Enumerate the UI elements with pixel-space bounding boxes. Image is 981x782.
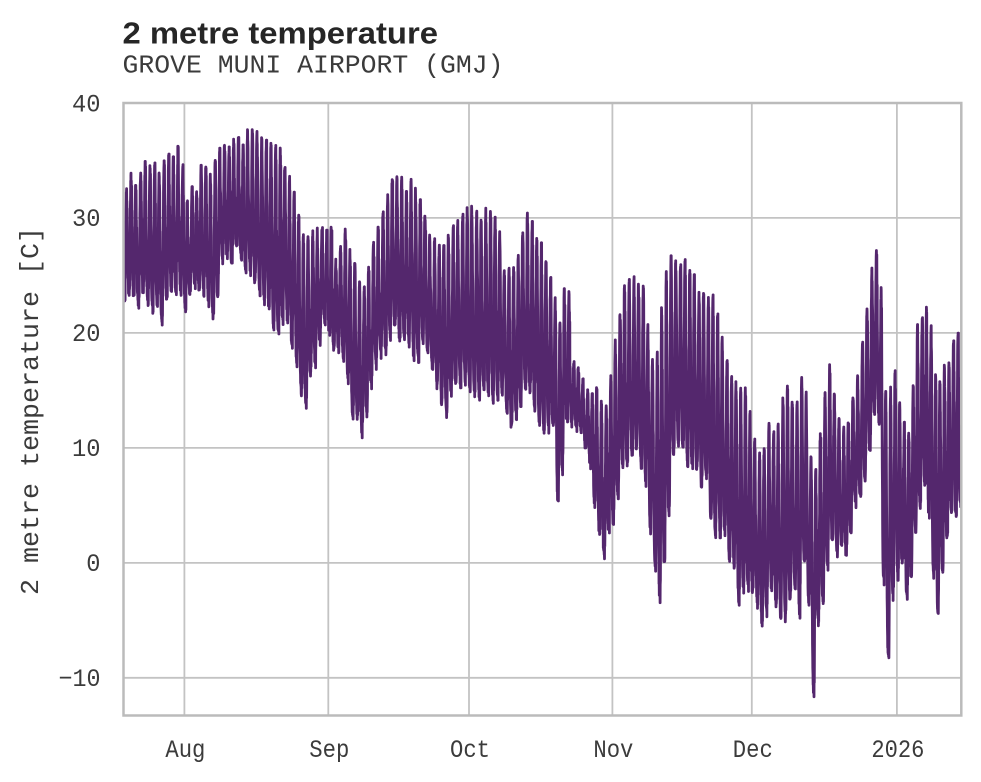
- svg-text:10: 10: [72, 435, 101, 464]
- svg-text:2026: 2026: [871, 736, 924, 765]
- svg-text:2 metre temperature [C]: 2 metre temperature [C]: [16, 227, 46, 595]
- svg-text:Oct: Oct: [450, 736, 490, 765]
- svg-text:0: 0: [86, 550, 100, 579]
- svg-text:20: 20: [72, 320, 101, 349]
- svg-text:GROVE MUNI AIRPORT (GMJ): GROVE MUNI AIRPORT (GMJ): [123, 51, 504, 81]
- svg-text:30: 30: [72, 205, 101, 234]
- svg-text:Nov: Nov: [593, 736, 633, 765]
- svg-text:2 metre temperature: 2 metre temperature: [123, 16, 439, 51]
- svg-text:Sep: Sep: [309, 736, 349, 765]
- svg-text:Dec: Dec: [733, 736, 773, 765]
- svg-text:40: 40: [72, 90, 101, 119]
- svg-text:Aug: Aug: [165, 736, 205, 765]
- svg-text:−10: −10: [59, 665, 101, 694]
